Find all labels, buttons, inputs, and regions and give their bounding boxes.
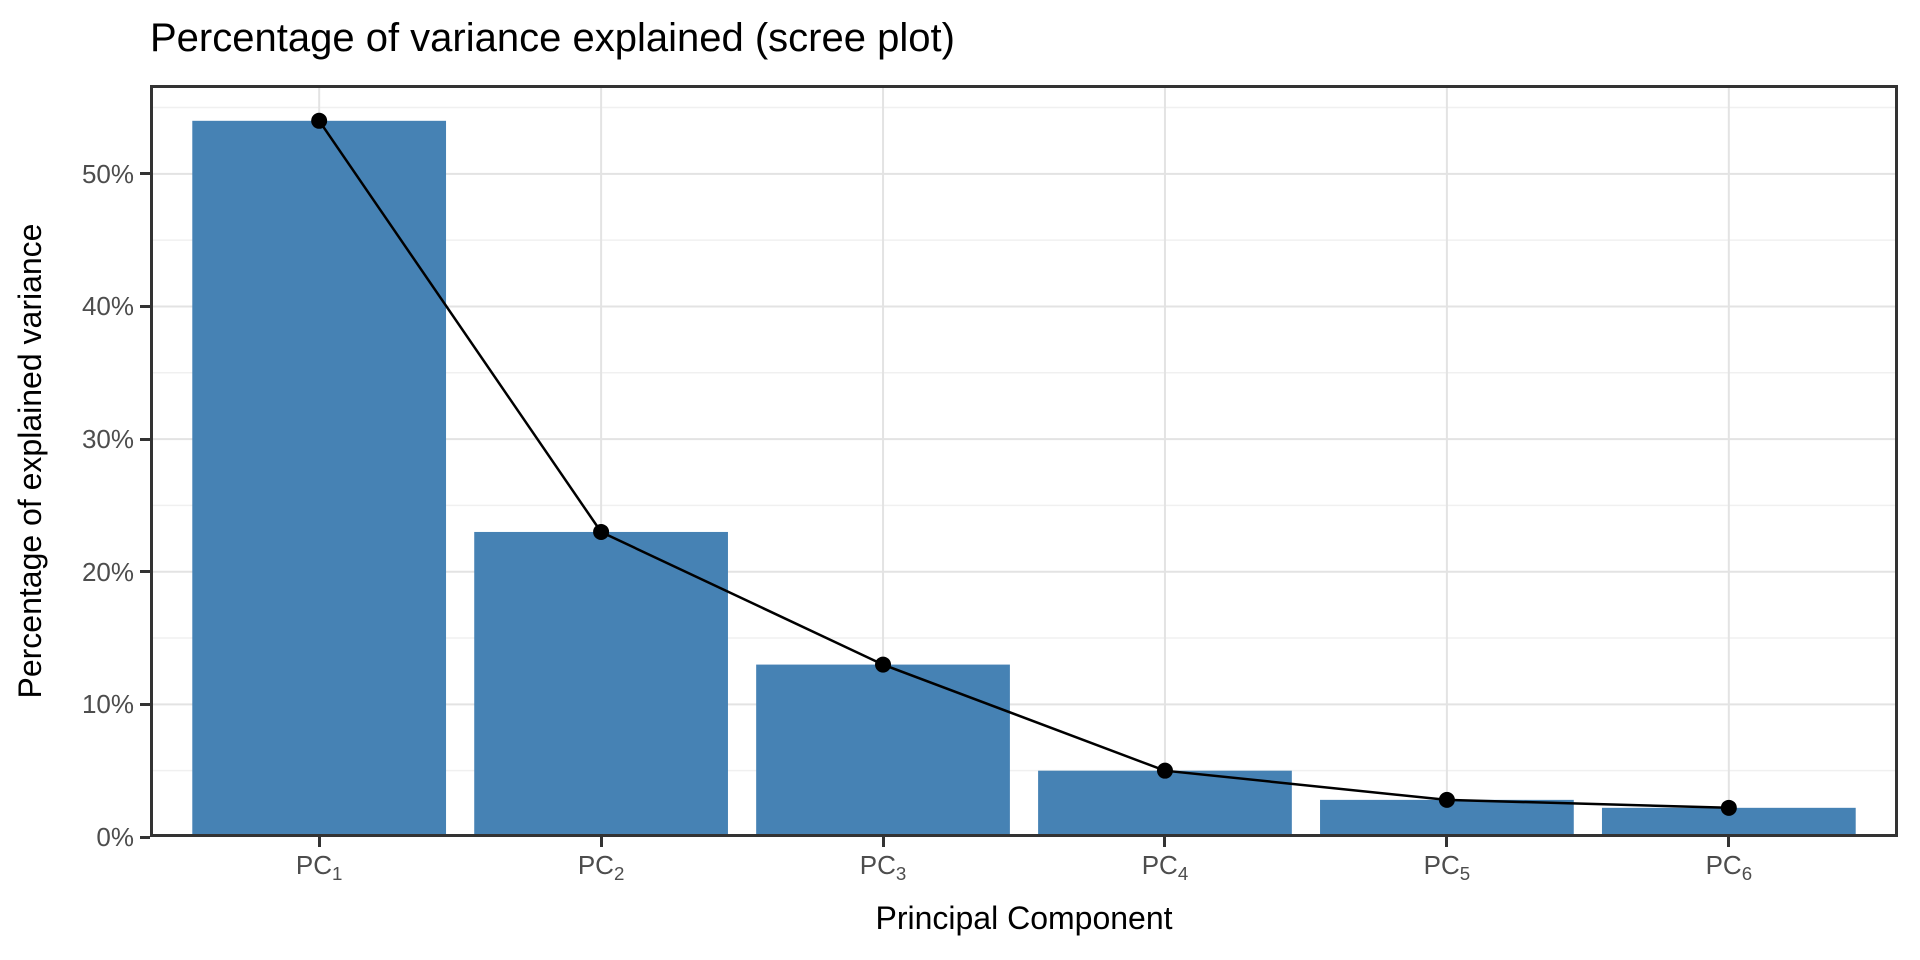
x-tick-label-subscript: 5: [1459, 863, 1471, 885]
data-point-pc3: [875, 656, 892, 673]
chart-canvas: [150, 85, 1898, 837]
data-point-pc5: [1438, 791, 1455, 808]
x-tick-mark: [317, 837, 321, 847]
y-tick-mark: [140, 437, 150, 441]
x-tick-label-subscript: 4: [1177, 863, 1189, 885]
x-tick-label-text: PC: [295, 850, 333, 880]
x-tick-label: PC1: [249, 850, 389, 889]
bar-pc2: [474, 531, 728, 837]
x-tick-label: PC6: [1659, 850, 1799, 889]
y-tick-label: 30%: [81, 424, 134, 455]
y-tick-mark: [140, 702, 150, 706]
bar-pc1: [192, 120, 447, 837]
x-tick-label-text: PC: [1705, 850, 1742, 880]
y-tick-label: 0%: [96, 822, 134, 852]
x-tick-mark: [881, 837, 885, 847]
y-axis-title: Percentage of explained variance: [12, 223, 48, 699]
x-tick-label-subscript: 3: [895, 863, 907, 885]
x-tick-label-subscript: 6: [1741, 863, 1753, 885]
bar-pc4: [1038, 770, 1292, 837]
x-tick-label: PC2: [531, 850, 671, 889]
plot-panel: [150, 85, 1898, 837]
x-tick-label: PC4: [1095, 850, 1235, 889]
data-point-pc6: [1720, 799, 1737, 816]
bar-pc3: [756, 664, 1010, 837]
x-tick-label-text: PC: [1423, 850, 1460, 880]
y-tick-label: 20%: [81, 556, 134, 587]
panel-border: [150, 85, 1898, 837]
data-point-pc4: [1156, 762, 1173, 779]
x-tick-mark: [1445, 837, 1449, 847]
x-tick-label-text: PC: [577, 850, 614, 880]
x-tick-label: PC5: [1377, 850, 1517, 889]
x-tick-label: PC3: [813, 850, 953, 889]
y-tick-mark: [140, 304, 150, 308]
y-tick-label: 40%: [81, 291, 134, 322]
y-tick-mark: [140, 172, 150, 176]
chart-title: Percentage of variance explained (scree …: [150, 16, 955, 60]
x-tick-label-subscript: 2: [613, 863, 625, 885]
y-tick-mark: [140, 835, 150, 839]
data-point-pc2: [593, 523, 610, 540]
x-tick-label-text: PC: [1141, 850, 1178, 880]
y-tick-label: 50%: [81, 158, 134, 189]
y-tick-label: 10%: [81, 689, 134, 720]
x-tick-mark: [1727, 837, 1731, 847]
x-tick-label-subscript: 1: [332, 863, 343, 885]
x-axis-title: Principal Component: [875, 900, 1173, 936]
y-tick-mark: [140, 570, 150, 574]
x-tick-label-text: PC: [859, 850, 896, 880]
x-tick-mark: [599, 837, 603, 847]
data-point-pc1: [311, 112, 328, 129]
scree-line: [318, 120, 1729, 810]
x-tick-mark: [1163, 837, 1167, 847]
